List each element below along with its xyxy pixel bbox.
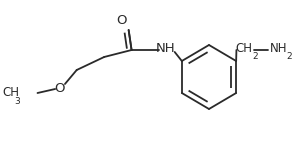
- Text: O: O: [117, 14, 127, 27]
- Text: 2: 2: [252, 52, 258, 61]
- Text: 3: 3: [14, 97, 20, 106]
- Text: CH: CH: [3, 87, 20, 99]
- Text: 2: 2: [286, 52, 292, 61]
- Text: NH: NH: [270, 42, 287, 54]
- Text: CH: CH: [236, 42, 253, 54]
- Text: NH: NH: [156, 42, 176, 54]
- Text: O: O: [54, 82, 64, 96]
